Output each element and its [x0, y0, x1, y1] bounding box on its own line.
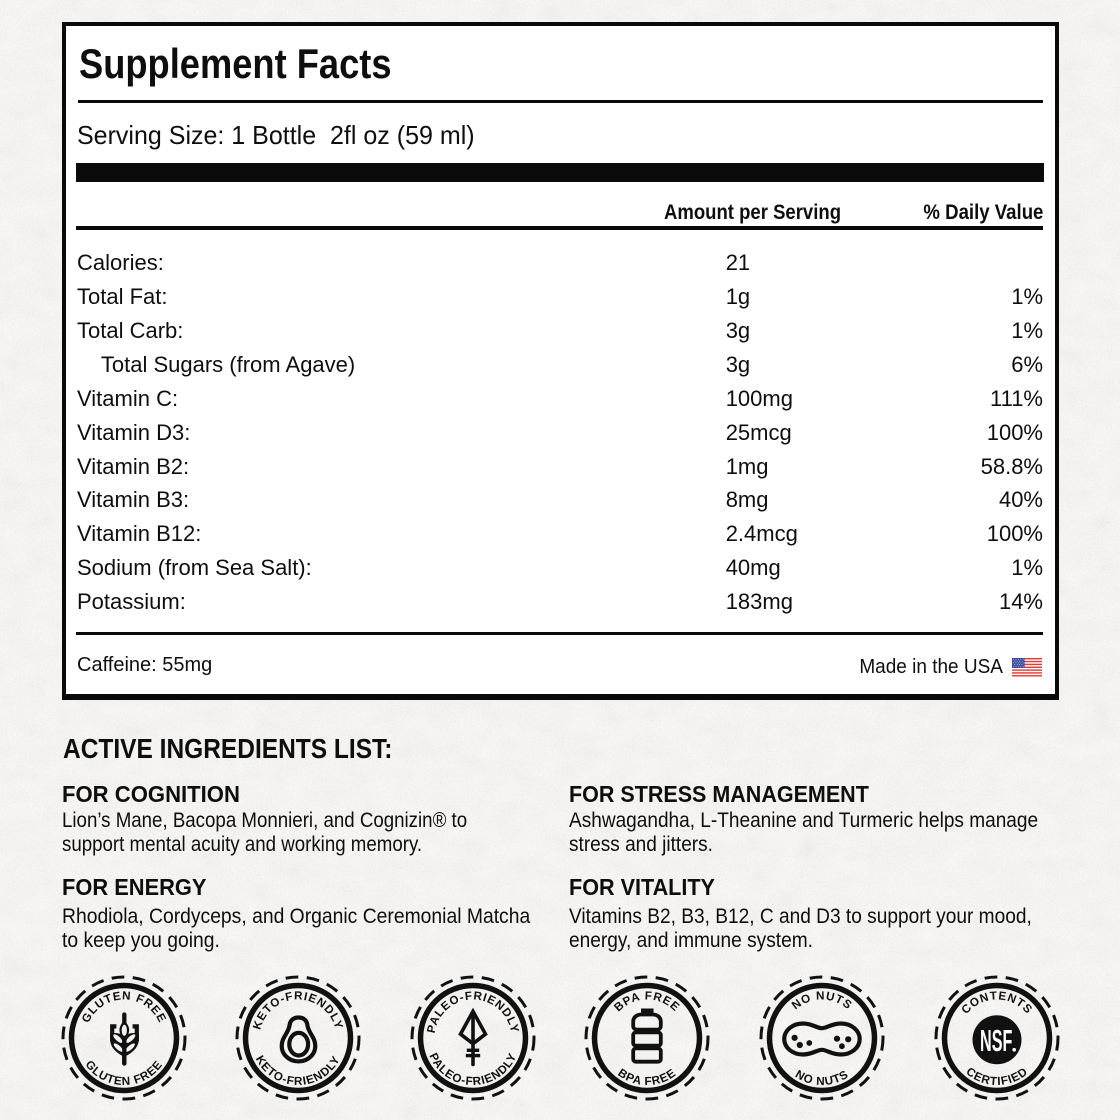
- svg-text:NSF: NSF: [980, 1024, 1012, 1058]
- svg-text:NO NUTS: NO NUTS: [793, 1067, 851, 1087]
